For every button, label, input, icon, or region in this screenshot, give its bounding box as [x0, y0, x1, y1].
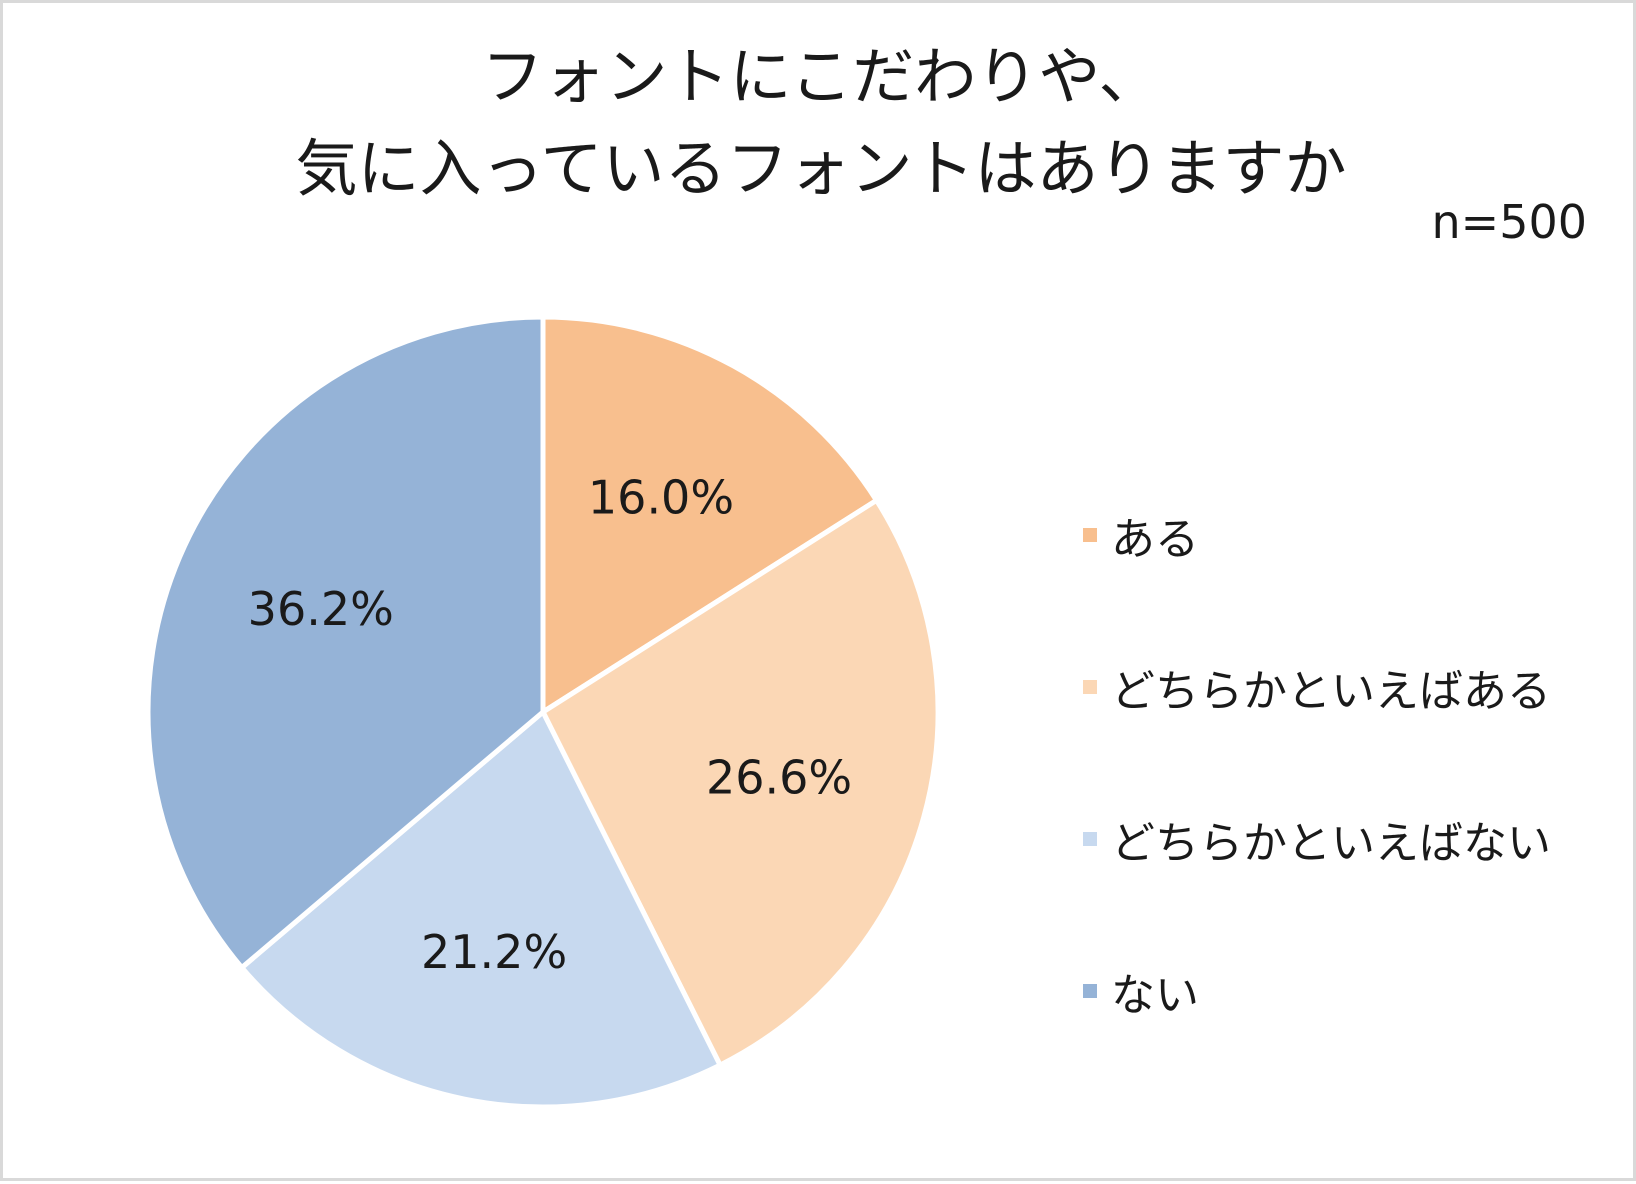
pie-slice-4 [145, 314, 546, 971]
pie-slice-1 [540, 314, 880, 715]
chart-title: フォントにこだわりや、 気に入っているフォントはありますか [3, 31, 1636, 215]
slice-value-label-2: 26.6% [706, 750, 852, 804]
legend-label: ない [1111, 970, 1199, 1021]
sample-size-label: n=500 [1431, 195, 1588, 249]
slice-value-label-4: 36.2% [248, 582, 394, 636]
chart-title-line-2: 気に入っているフォントはありますか [295, 132, 1347, 205]
legend-label: どちらかといえばない [1111, 818, 1551, 869]
legend-label: ある [1111, 514, 1199, 565]
legend-swatch [1083, 680, 1097, 694]
legend-item-2: どちらかといえばある [1083, 655, 1551, 719]
pie-slice-3 [239, 709, 723, 1110]
pie-chart: 16.0% 26.6% 21.2% 36.2% [145, 314, 941, 1110]
legend-item-3: どちらかといえばない [1083, 807, 1551, 871]
pie-slice-2 [540, 497, 941, 1068]
legend-swatch [1083, 528, 1097, 542]
slice-value-label-1: 16.0% [588, 470, 734, 524]
legend-item-4: ない [1083, 959, 1199, 1023]
slice-value-label-3: 21.2% [421, 925, 567, 979]
legend-item-1: ある [1083, 503, 1199, 567]
legend-label: どちらかといえばある [1111, 666, 1551, 717]
legend-swatch [1083, 832, 1097, 846]
chart-title-line-1: フォントにこだわりや、 [481, 40, 1161, 113]
legend-swatch [1083, 984, 1097, 998]
